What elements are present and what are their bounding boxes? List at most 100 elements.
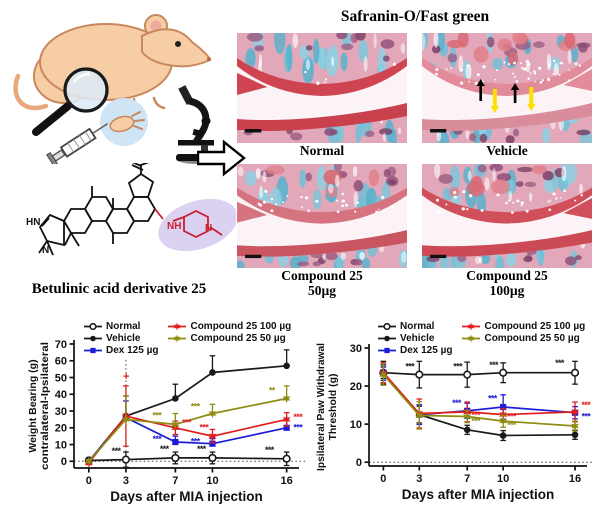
series-compound-25-50-g bbox=[379, 363, 580, 432]
significance-marker: *** bbox=[471, 416, 481, 426]
y-axis-label: Weight Bearing (g) bbox=[27, 359, 39, 452]
significance-marker: *** bbox=[555, 358, 565, 368]
legend-label: Compound 25 100 µg bbox=[484, 320, 586, 332]
y-tick-label: 20 bbox=[55, 423, 67, 435]
y-tick-label: 10 bbox=[55, 439, 67, 451]
histology-image-normal bbox=[237, 33, 407, 143]
y-tick-label: 50 bbox=[55, 372, 67, 384]
significance-marker: *** bbox=[265, 445, 275, 455]
significance-marker: *** bbox=[182, 417, 192, 427]
series-compound-25-50-g bbox=[84, 385, 291, 466]
legend-item-compound-25-100-g: Compound 25 100 µg bbox=[461, 320, 585, 332]
series-normal bbox=[84, 451, 291, 468]
significance-marker: *** bbox=[489, 360, 499, 370]
axes bbox=[364, 344, 587, 471]
significance-marker: *** bbox=[199, 422, 209, 432]
piperidine-n-label: N bbox=[205, 223, 212, 234]
experiment-illustration bbox=[13, 14, 218, 164]
significance-marker: *** bbox=[488, 393, 498, 403]
histology-caption: Normal bbox=[299, 143, 345, 158]
significance-marker: *** bbox=[152, 434, 162, 444]
syringe-icon bbox=[46, 123, 109, 164]
significance-marker: *** bbox=[471, 410, 481, 420]
scale-bar bbox=[430, 129, 447, 133]
x-tick-label: 0 bbox=[86, 475, 92, 487]
histology-title: Safranin-O/Fast green bbox=[340, 8, 490, 25]
triterpene-skeleton bbox=[38, 163, 157, 256]
histology-image-compound25-100 bbox=[422, 164, 592, 268]
axes bbox=[69, 340, 299, 473]
y-tick-label: 0 bbox=[356, 457, 362, 469]
y-tick-label: 70 bbox=[55, 339, 67, 351]
legend-item-vehicle: Vehicle bbox=[83, 332, 158, 344]
legend-item-dex-125-g: Dex 125 µg bbox=[377, 344, 452, 356]
histology-image-vehicle bbox=[422, 33, 592, 143]
x-tick-label: 3 bbox=[123, 475, 129, 487]
legend-label: Dex 125 µg bbox=[106, 344, 159, 356]
significance-marker: *** bbox=[160, 444, 170, 454]
legend-label: Normal bbox=[400, 320, 435, 332]
x-axis-label: Days after MIA injection bbox=[110, 489, 263, 504]
significance-marker: ** bbox=[269, 385, 276, 395]
nh-linker-label: NH bbox=[167, 221, 181, 232]
rat-nose bbox=[207, 57, 211, 61]
legend-item-normal: Normal bbox=[377, 320, 452, 332]
weight-bearing-plot: 0 10 20 30 40 50 60 70 0 3 7 10 16 Days after MIA inj… bbox=[27, 339, 306, 504]
legend-label: Dex 125 µg bbox=[400, 344, 453, 356]
x-tick-label: 0 bbox=[380, 473, 386, 485]
scale-bar bbox=[245, 129, 262, 133]
magnifier-icon bbox=[32, 67, 109, 136]
rat-tail bbox=[13, 73, 49, 110]
legend-item-vehicle: Vehicle bbox=[377, 332, 452, 344]
histology-panel-normal: Normal bbox=[237, 33, 407, 158]
rat-eye bbox=[175, 41, 181, 47]
y-tick-label: 30 bbox=[350, 343, 362, 355]
significance-marker: *** bbox=[405, 362, 415, 372]
rat-ear-inner bbox=[150, 20, 162, 32]
x-tick-label: 16 bbox=[281, 475, 293, 487]
significance-marker: *** bbox=[152, 411, 162, 421]
significance-marker: *** bbox=[191, 437, 201, 447]
weight-bearing-chart: Normal Vehicle Dex 125 µg Compound 25 100 µ… bbox=[27, 320, 312, 527]
paw-withdrawal-chart: Normal Vehicle Dex 125 µg Compound 25 100 µ… bbox=[315, 320, 600, 527]
y-tick-label: 0 bbox=[61, 456, 67, 468]
x-tick-label: 10 bbox=[206, 475, 218, 487]
x-tick-label: 7 bbox=[172, 475, 178, 487]
pyrazole-n-label: N bbox=[42, 245, 49, 256]
chart-legend: Normal Vehicle Dex 125 µg Compound 25 100 µ… bbox=[377, 320, 585, 356]
histology-caption: Compound 25 bbox=[281, 268, 363, 283]
legend-label: Vehicle bbox=[400, 332, 435, 344]
x-tick-label: 16 bbox=[569, 473, 581, 485]
significance-marker: *** bbox=[112, 446, 122, 456]
pyrazole-hn-label: HN bbox=[26, 217, 40, 228]
histology-panel-compound25-50: Compound 25 50µg bbox=[237, 164, 407, 298]
rat-paw bbox=[109, 111, 145, 133]
legend-item-dex-125-g: Dex 125 µg bbox=[83, 344, 158, 356]
x-tick-label: 10 bbox=[497, 473, 509, 485]
histology-caption: Vehicle bbox=[486, 143, 528, 158]
rat-illustration bbox=[13, 14, 212, 164]
y-tick-label: 40 bbox=[55, 389, 67, 401]
pharmacophore-highlight bbox=[158, 198, 236, 252]
significance-marker: *** bbox=[191, 401, 201, 411]
x-tick-label: 3 bbox=[416, 473, 422, 485]
significance-marker: *** bbox=[293, 422, 303, 432]
significance-marker: *** bbox=[293, 412, 303, 422]
compound-structure-label: Betulinic acid derivative 25 bbox=[31, 281, 207, 297]
legend-item-compound-25-50-g: Compound 25 50 µg bbox=[167, 332, 291, 344]
significance-marker: *** bbox=[507, 420, 517, 430]
histology-caption: Compound 25 bbox=[466, 268, 548, 283]
histology-image-compound25-50 bbox=[237, 164, 407, 268]
y-tick-label: 20 bbox=[350, 381, 362, 393]
significance-marker: *** bbox=[197, 444, 207, 454]
y-tick-label: 60 bbox=[55, 356, 67, 368]
significance-marker: *** bbox=[507, 412, 517, 422]
flow-arrow-icon bbox=[197, 139, 246, 177]
legend-label: Compound 25 50 µg bbox=[190, 332, 286, 344]
scale-bar bbox=[430, 254, 447, 259]
x-axis-label: Days after MIA injection bbox=[402, 487, 555, 502]
significance-marker: *** bbox=[581, 400, 591, 410]
histology-caption-dose: 100µg bbox=[489, 283, 525, 298]
y-axis-label: Ipsilateral Paw Withdrawal bbox=[315, 343, 327, 471]
